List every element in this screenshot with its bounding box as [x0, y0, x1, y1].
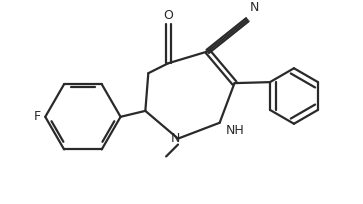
Text: NH: NH	[225, 124, 244, 137]
Text: O: O	[163, 9, 173, 22]
Text: N: N	[250, 1, 259, 14]
Text: F: F	[34, 110, 41, 123]
Text: N: N	[170, 132, 180, 145]
